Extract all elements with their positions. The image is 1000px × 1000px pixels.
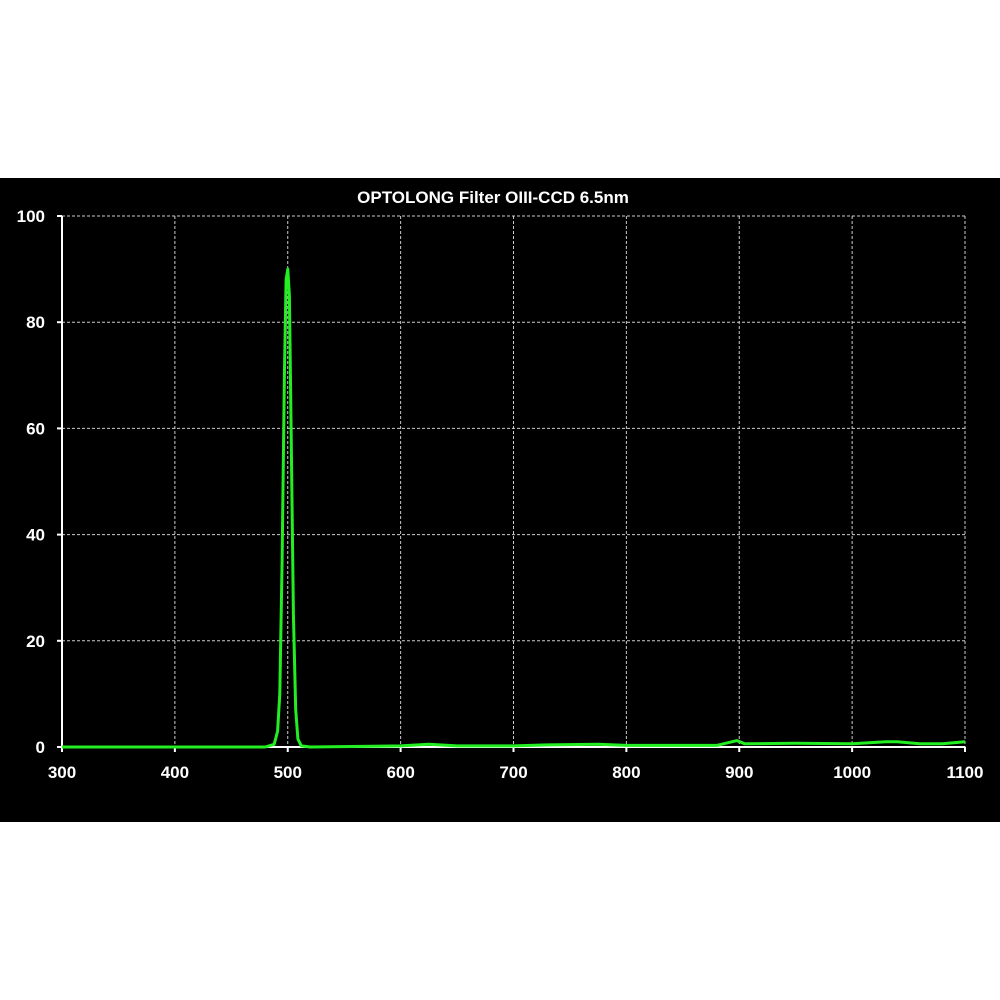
series xyxy=(62,267,966,749)
x-tick-label: 1000 xyxy=(833,763,871,782)
tick-labels: 300 400 500 600 700 800 900 1000 1100 0 20 40 60 80 10… xyxy=(17,207,984,782)
x-tick-label: 300 xyxy=(48,763,76,782)
x-tick-label: 1100 xyxy=(947,763,984,782)
x-tick-label: 700 xyxy=(499,763,527,782)
transmission-curve xyxy=(62,267,966,749)
y-tick-label: 0 xyxy=(36,738,45,757)
axes xyxy=(57,215,966,752)
y-tick-label: 20 xyxy=(26,632,45,651)
x-tick-label: 600 xyxy=(386,763,414,782)
grid xyxy=(62,215,966,747)
chart-title: OPTOLONG Filter OIII-CCD 6.5nm xyxy=(357,188,629,207)
x-tick-label: 500 xyxy=(274,763,302,782)
x-tick-label: 800 xyxy=(612,763,640,782)
chart-background xyxy=(0,178,1000,822)
x-tick-label: 400 xyxy=(161,763,189,782)
y-tick-label: 60 xyxy=(26,419,45,438)
y-tick-label: 100 xyxy=(17,207,45,226)
y-tick-label: 80 xyxy=(26,313,45,332)
y-tick-label: 40 xyxy=(26,526,45,545)
x-tick-label: 900 xyxy=(725,763,753,782)
